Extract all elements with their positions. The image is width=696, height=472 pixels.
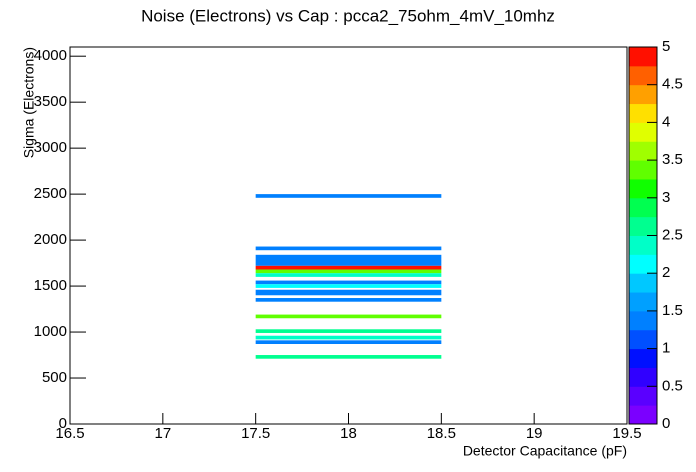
colorbar-tick-label: 3.5 [662,151,683,168]
colorbar-band [629,235,657,255]
chart-title: Noise (Electrons) vs Cap : pcca2_75ohm_4… [141,6,555,25]
y-tick-label: 3000 [34,139,67,156]
heatmap-cell [255,289,442,296]
y-tick-label: 0 [59,415,67,432]
x-tick-label: 17.5 [241,425,270,442]
colorbar-band [629,348,657,368]
x-tick-label: 16.5 [55,425,84,442]
colorbar-tick-label: 2 [662,264,670,281]
colorbar-band [629,273,657,293]
x-tick-label: 19.5 [612,425,641,442]
colorbar-tick-label: 4 [662,113,670,130]
x-tick-label: 18.5 [427,425,456,442]
colorbar-band [629,405,657,425]
heatmap-cell [255,246,442,251]
colorbar-tick-label: 3 [662,189,670,206]
colorbar-band [629,84,657,105]
y-tick-label: 500 [42,369,67,386]
colorbar-band [629,178,657,199]
heatmap-cell [255,298,442,302]
colorbar-tick-label: 5 [662,38,670,55]
y-tick-label: 3500 [34,93,67,110]
colorbar-band [629,122,657,142]
y-axis-label: Sigma (Electrons) [21,47,37,158]
colorbar-tick-label: 4.5 [662,76,683,93]
colorbar-band [629,310,657,331]
x-tick-label: 19 [526,425,543,442]
heatmap-cell [255,194,442,198]
y-tick-label: 4000 [34,47,67,64]
colorbar-band [629,47,657,67]
colorbar-band [629,160,657,180]
colorbar-tick-label: 0 [662,415,670,432]
colorbar-band [629,386,657,406]
colorbar-band [629,216,657,236]
y-tick-label: 2000 [34,231,67,248]
heatmap-cell [255,269,442,274]
heatmap-cell [255,329,442,333]
colorbar-band [629,65,657,86]
colorbar-tick-label: 1.5 [662,302,683,319]
x-tick-label: 17 [154,425,171,442]
heatmap-cell [255,340,442,345]
heatmap-cell [255,265,442,270]
colorbar-band [629,197,657,218]
heatmap-cell [255,273,442,277]
heatmap-cell [255,280,442,285]
colorbar-band [629,367,657,387]
heatmap-cell [255,314,442,319]
colorbar-tick-label: 0.5 [662,377,683,394]
colorbar-band [629,141,657,161]
colorbar-band [629,254,657,274]
x-axis-label: Detector Capacitance (pF) [463,443,627,459]
heatmap-cell [255,254,442,266]
colorbar-band [629,329,657,350]
heatmap-cell [255,355,442,359]
heatmap-cell [255,284,442,288]
colorbar-band [629,103,657,123]
y-tick-label: 1000 [34,323,67,340]
colorbar-band [629,292,657,312]
x-tick-label: 18 [340,425,357,442]
colorbar-tick-label: 2.5 [662,226,683,243]
colorbar-tick-label: 1 [662,340,670,357]
y-tick-label: 1500 [34,277,67,294]
heatmap-cell [255,335,442,340]
y-tick-label: 2500 [34,185,67,202]
